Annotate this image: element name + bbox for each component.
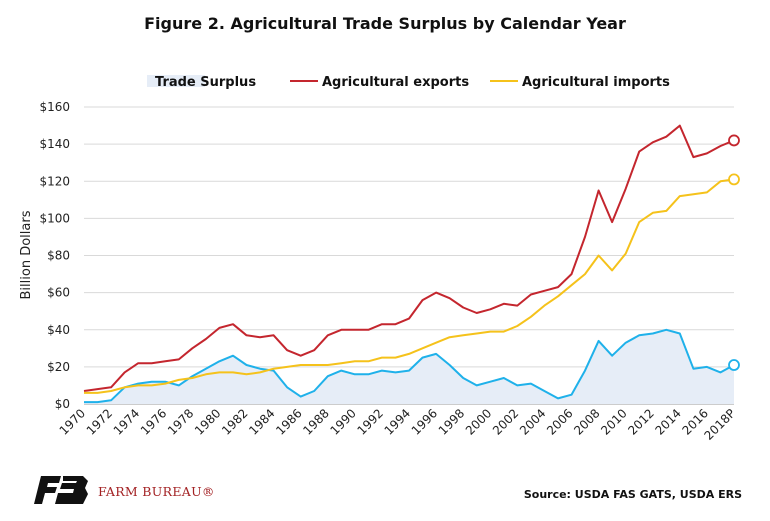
trade-surplus-end-marker: [728, 359, 740, 371]
y-tick-label: $0: [55, 397, 70, 411]
agricultural-imports-end-marker: [728, 173, 740, 186]
end-markers: [728, 134, 740, 371]
series-lines: [83, 124, 735, 404]
brand-name: FARM BUREAU®: [98, 484, 215, 499]
y-axis-label: Billion Dollars: [19, 210, 34, 299]
chart-title: Figure 2. Agricultural Trade Surplus by …: [144, 14, 626, 33]
x-tick-label: 1994: [382, 406, 413, 437]
legend-swatch-surplus: [147, 75, 205, 87]
y-tick-label: $100: [39, 211, 70, 225]
x-tick-label: 1996: [409, 406, 440, 437]
y-tick-label: $160: [39, 100, 70, 114]
x-tick-label: 2000: [463, 406, 494, 437]
x-tick-label: 1992: [355, 406, 386, 437]
x-tick-label: 1974: [111, 406, 142, 437]
y-tick-label: $40: [47, 323, 70, 337]
x-tick-label: 1978: [165, 406, 196, 437]
x-tick-label: 1988: [300, 406, 331, 437]
x-tick-label: 2006: [544, 406, 575, 437]
x-tick-label: 2002: [490, 406, 521, 437]
legend: Trade Surplus Agricultural exports Agricul…: [147, 75, 670, 90]
x-tick-label: 2010: [598, 406, 629, 437]
x-tick-label: 1972: [84, 406, 115, 437]
x-tick-label: 2014: [652, 406, 683, 437]
y-tick-label: $20: [47, 360, 70, 374]
y-tick-label: $120: [39, 174, 70, 188]
logo-f-shape: [34, 476, 61, 504]
y-tick-label: $80: [47, 249, 70, 263]
x-tick-label: 1982: [219, 406, 250, 437]
x-tick-label: 1976: [138, 406, 169, 437]
trade-surplus-line: [84, 328, 735, 404]
y-axis: $0 $20 $40 $60 $80 $100 $120 $140 $160: [39, 100, 70, 411]
legend-label-imports: Agricultural imports: [522, 75, 670, 90]
x-tick-label: 1998: [436, 406, 467, 437]
surplus-area: [84, 329, 734, 404]
y-tick-label: $140: [39, 137, 70, 151]
x-tick-label: 1980: [192, 406, 223, 437]
x-tick-label: 2012: [625, 406, 656, 437]
agricultural-exports-line: [83, 124, 735, 392]
x-tick-label: 2008: [571, 406, 602, 437]
farm-bureau-logo: [34, 476, 88, 504]
trade-surplus-area: [84, 329, 734, 404]
x-tick-label: 1990: [327, 406, 358, 437]
x-tick-label: 1986: [273, 406, 304, 437]
legend-label-surplus: Trade Surplus: [155, 75, 256, 90]
x-tick-label: 2004: [517, 406, 548, 437]
agricultural-imports-line: [84, 178, 735, 394]
agricultural-exports-end-marker: [728, 134, 740, 147]
x-axis: 1970197219741976197819801982198419861988…: [57, 406, 738, 443]
source-note: Source: USDA FAS GATS, USDA ERS: [523, 488, 742, 501]
y-tick-label: $60: [47, 286, 70, 300]
x-tick-label: 2018P: [702, 406, 739, 443]
x-tick-label: 1984: [246, 406, 277, 437]
logo-b-shape: [55, 476, 88, 504]
legend-label-exports: Agricultural exports: [322, 75, 469, 90]
